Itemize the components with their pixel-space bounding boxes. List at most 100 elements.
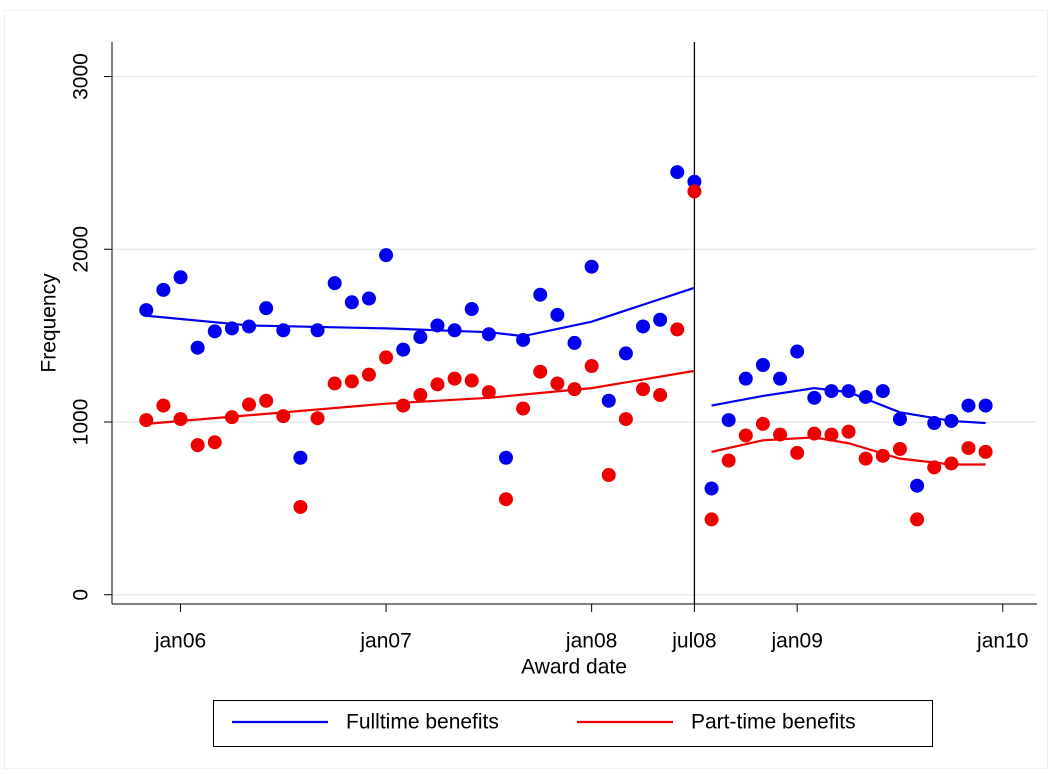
data-point	[344, 374, 359, 389]
data-point	[310, 411, 325, 426]
data-point	[293, 450, 308, 465]
data-point	[824, 427, 839, 442]
data-point	[721, 413, 736, 428]
data-point	[173, 412, 188, 427]
data-point	[361, 291, 376, 306]
fit-line	[711, 436, 986, 466]
legend-box	[213, 700, 933, 747]
data-point	[276, 409, 291, 424]
data-point	[481, 327, 496, 342]
data-point	[361, 367, 376, 382]
y-tick-label: 2000	[70, 226, 93, 273]
data-point	[670, 165, 685, 180]
data-point	[961, 441, 976, 456]
x-tick-label: jan09	[770, 630, 822, 653]
data-point	[978, 444, 993, 459]
data-point	[224, 410, 239, 425]
x-tick-label: jan08	[565, 630, 617, 653]
data-point	[892, 412, 907, 427]
data-point	[721, 453, 736, 468]
data-point	[379, 248, 394, 263]
data-point	[618, 346, 633, 361]
data-point	[242, 319, 257, 334]
data-point	[858, 451, 873, 466]
data-point	[927, 460, 942, 475]
data-point	[601, 393, 616, 408]
y-tick-label: 3000	[70, 53, 93, 100]
data-point	[550, 376, 565, 391]
data-point	[670, 322, 685, 337]
data-point	[584, 359, 599, 374]
data-point	[396, 342, 411, 357]
data-point	[601, 468, 616, 483]
data-point	[841, 424, 856, 439]
data-point	[636, 319, 651, 334]
data-point	[892, 441, 907, 456]
chart-frame	[4, 10, 1048, 769]
x-tick-label: jan10	[976, 630, 1028, 653]
data-point	[910, 478, 925, 493]
data-point	[516, 401, 531, 416]
data-point	[327, 376, 342, 391]
data-point	[687, 174, 702, 189]
data-point	[687, 184, 702, 199]
data-point	[704, 481, 719, 496]
x-axis-title: Award date	[521, 656, 627, 679]
data-point	[567, 335, 582, 350]
data-point	[944, 456, 959, 471]
data-point	[173, 270, 188, 285]
data-point	[430, 377, 445, 392]
data-point	[807, 426, 822, 441]
data-point	[481, 385, 496, 400]
data-point	[533, 287, 548, 302]
data-point	[190, 340, 205, 355]
data-point	[139, 303, 154, 318]
data-point	[738, 428, 753, 443]
data-point	[396, 398, 411, 413]
data-point	[875, 448, 890, 463]
data-point	[190, 438, 205, 453]
data-point	[978, 398, 993, 413]
data-point	[242, 397, 257, 412]
data-point	[533, 364, 548, 379]
data-point	[310, 323, 325, 338]
data-point	[618, 412, 633, 427]
data-point	[961, 398, 976, 413]
data-point	[224, 321, 239, 336]
data-point	[755, 358, 770, 372]
data-point	[807, 390, 822, 405]
data-point	[447, 371, 462, 386]
data-point	[207, 324, 222, 339]
data-point	[464, 302, 479, 317]
data-point	[875, 384, 890, 399]
data-point	[259, 301, 274, 316]
y-tick-label: 1000	[70, 399, 93, 446]
data-point	[379, 350, 394, 365]
data-point	[156, 282, 171, 297]
x-tick-label: jan06	[154, 630, 206, 653]
legend-label: Part-time benefits	[691, 711, 856, 734]
y-axis-title: Frequency	[38, 273, 61, 373]
data-point	[293, 499, 308, 514]
data-point	[413, 388, 428, 403]
data-point	[430, 318, 445, 333]
data-point	[567, 382, 582, 397]
data-point	[207, 435, 222, 450]
data-point	[773, 427, 788, 442]
data-point	[841, 384, 856, 399]
y-tick-label: 0	[70, 589, 93, 601]
x-tick-label: jan07	[359, 630, 411, 653]
data-point	[858, 389, 873, 404]
data-point	[498, 450, 513, 465]
x-tick-label: jul08	[671, 630, 716, 653]
data-point	[927, 416, 942, 431]
data-point	[139, 413, 154, 428]
data-point	[550, 307, 565, 322]
data-point	[653, 388, 668, 403]
data-point	[413, 330, 428, 345]
data-point	[790, 344, 805, 359]
data-point	[738, 371, 753, 386]
data-point	[824, 384, 839, 399]
